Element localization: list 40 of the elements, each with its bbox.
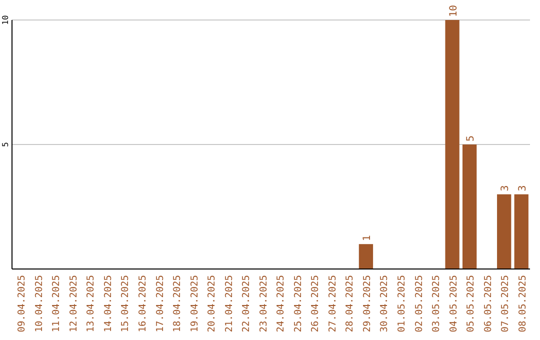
x-tick-label: 24.04.2025 [276,275,287,332]
x-tick-label: 30.04.2025 [379,275,390,332]
x-tick-label: 01.05.2025 [396,275,408,332]
x-tick-label: 15.04.2025 [120,275,132,332]
data-label: 3 [517,185,528,192]
x-tick-label: 02.05.2025 [414,275,425,332]
bar [497,194,512,269]
x-tick-label: 29.04.2025 [362,275,373,332]
data-label: 10 [448,4,460,17]
bar [358,244,374,269]
x-tick-label: 13.04.2025 [86,275,97,332]
x-tick-label: 26.04.2025 [310,275,322,332]
x-tick-label: 20.04.2025 [206,275,218,332]
x-tick-label: 05.05.2025 [466,275,477,332]
bar [462,144,477,269]
x-tick-label: 28.04.2025 [344,275,356,332]
data-label: 1 [362,235,373,242]
x-tick-label: 14.04.2025 [102,275,114,332]
x-tick-label: 16.04.2025 [138,275,148,332]
x-tick-label: 06.05.2025 [482,275,494,332]
x-tick-label: 22.04.2025 [241,275,252,332]
x-tick-label: 25.04.2025 [292,275,304,332]
x-tick-label: 23.04.2025 [258,275,270,332]
x-tick-label: 11.04.2025 [51,275,62,332]
x-tick-label: 27.04.2025 [327,275,338,332]
x-tick-label: 19.04.2025 [189,275,200,332]
x-tick-label: 17.04.2025 [154,275,166,332]
bar [514,194,528,269]
x-tick-label: 03.05.2025 [431,275,442,332]
x-tick-label: 18.04.2025 [172,275,184,332]
x-tick-label: 07.05.2025 [500,275,512,332]
x-tick-label: 08.05.2025 [517,275,528,332]
x-tick-label: 21.04.2025 [224,275,235,332]
x-tick-label: 10.04.2025 [34,275,45,332]
x-tick-label: 12.04.2025 [68,275,80,332]
data-label: 5 [466,135,477,142]
bar [445,20,460,269]
x-tick-label: 09.04.2025 [16,275,28,332]
x-tick-label: 04.05.2025 [448,275,460,332]
data-label: 3 [500,185,512,192]
